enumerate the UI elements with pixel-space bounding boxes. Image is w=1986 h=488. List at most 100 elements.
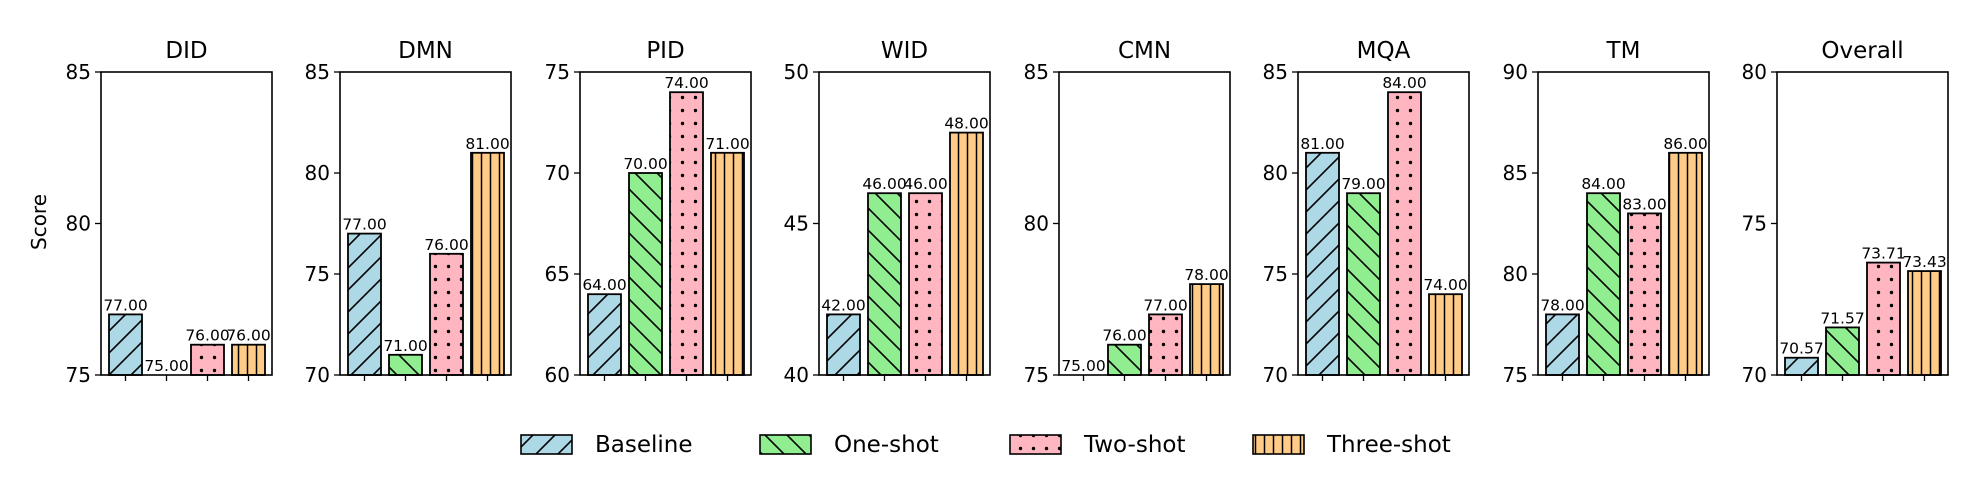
bar-three-shot bbox=[1189, 283, 1224, 376]
bar-value-label: 42.00 bbox=[821, 296, 865, 314]
bar-value-label: 70.57 bbox=[1779, 340, 1823, 358]
panel-dmn: DMN 70 75 80 85 77.00 71.00 76.00 81.00 bbox=[305, 38, 512, 387]
panel-title: DID bbox=[165, 38, 207, 64]
bar-value-label: 76.00 bbox=[424, 236, 468, 254]
bar-two-shot bbox=[1148, 313, 1183, 376]
bar-baseline bbox=[1784, 356, 1819, 376]
y-tick-label: 70 bbox=[1742, 363, 1767, 387]
y-tick-label: 80 bbox=[305, 161, 330, 185]
bar-two-shot bbox=[669, 91, 704, 376]
y-tick-label: 85 bbox=[305, 60, 330, 84]
bar-baseline bbox=[347, 232, 382, 376]
y-tick-label: 85 bbox=[1263, 60, 1288, 84]
bar-three-shot bbox=[1428, 293, 1463, 376]
y-tick-label: 70 bbox=[545, 161, 570, 185]
bar-value-label: 78.00 bbox=[1540, 296, 1584, 314]
legend-swatch bbox=[1252, 434, 1305, 455]
y-tick-label: 80 bbox=[1024, 212, 1049, 236]
panel-frame bbox=[818, 71, 991, 376]
bar-three-shot bbox=[710, 151, 745, 376]
y-tick-label: 60 bbox=[545, 363, 570, 387]
bar-three-shot bbox=[470, 151, 505, 376]
panel-frame bbox=[100, 71, 273, 376]
bar-value-label: 81.00 bbox=[1300, 135, 1344, 153]
panel-frame bbox=[339, 71, 512, 376]
bar-value-label: 75.00 bbox=[144, 357, 188, 375]
bar-one-shot bbox=[1825, 326, 1860, 376]
bar-baseline bbox=[587, 293, 622, 376]
y-tick-label: 75 bbox=[545, 60, 570, 84]
panel-frame bbox=[1058, 71, 1231, 376]
y-axis-label: Score bbox=[27, 194, 51, 250]
legend-swatch bbox=[520, 434, 573, 455]
y-tick-label: 75 bbox=[66, 363, 91, 387]
bar-value-label: 77.00 bbox=[342, 216, 386, 234]
panel-cmn: CMN 75 80 85 75.00 76.00 77.00 78.00 bbox=[1024, 38, 1231, 387]
bar-three-shot bbox=[1668, 151, 1703, 376]
panel-title: DMN bbox=[398, 38, 453, 64]
y-tick-label: 75 bbox=[305, 262, 330, 286]
y-tick-label: 85 bbox=[1024, 60, 1049, 84]
bar-one-shot bbox=[867, 192, 902, 376]
y-tick-label: 80 bbox=[1503, 262, 1528, 286]
legend-label: Baseline bbox=[595, 432, 693, 458]
bar-value-label: 71.57 bbox=[1820, 309, 1864, 327]
legend: Baseline One-shot Two-shot Three-shot bbox=[520, 432, 1451, 458]
bar-value-label: 84.00 bbox=[1382, 74, 1426, 92]
bar-one-shot bbox=[1107, 343, 1142, 376]
legend-item-three-shot: Three-shot bbox=[1252, 432, 1451, 458]
panel-mqa: MQA 70 75 80 85 81.00 79.00 84.00 74.00 bbox=[1263, 38, 1470, 387]
bar-value-label: 76.00 bbox=[185, 327, 229, 345]
legend-swatch bbox=[759, 434, 812, 455]
bar-value-label: 76.00 bbox=[1102, 327, 1146, 345]
bar-value-label: 77.00 bbox=[1143, 296, 1187, 314]
bar-value-label: 46.00 bbox=[903, 175, 947, 193]
panel-pid: PID 60 65 70 75 64.00 70.00 74.00 71.00 bbox=[545, 38, 752, 387]
bar-value-label: 48.00 bbox=[944, 115, 988, 133]
legend-label: Three-shot bbox=[1326, 432, 1451, 458]
bar-one-shot bbox=[1346, 192, 1381, 376]
bar-value-label: 75.00 bbox=[1061, 357, 1105, 375]
panel-title: CMN bbox=[1118, 38, 1171, 64]
bar-value-label: 86.00 bbox=[1663, 135, 1707, 153]
bar-value-label: 71.00 bbox=[383, 337, 427, 355]
bar-one-shot bbox=[1586, 192, 1621, 376]
bar-value-label: 64.00 bbox=[582, 276, 626, 294]
bar-value-label: 81.00 bbox=[465, 135, 509, 153]
bar-value-label: 84.00 bbox=[1581, 175, 1625, 193]
y-tick-label: 75 bbox=[1503, 363, 1528, 387]
panel-title: WID bbox=[881, 38, 928, 64]
y-tick-label: 65 bbox=[545, 262, 570, 286]
panel-title: TM bbox=[1606, 38, 1641, 64]
y-tick-label: 70 bbox=[1263, 363, 1288, 387]
bar-value-label: 78.00 bbox=[1184, 266, 1228, 284]
bar-value-label: 46.00 bbox=[862, 175, 906, 193]
legend-item-two-shot: Two-shot bbox=[1009, 432, 1186, 458]
y-tick-label: 75 bbox=[1263, 262, 1288, 286]
y-tick-label: 40 bbox=[784, 363, 809, 387]
bar-value-label: 70.00 bbox=[623, 155, 667, 173]
y-tick-label: 50 bbox=[784, 60, 809, 84]
legend-item-one-shot: One-shot bbox=[759, 432, 939, 458]
bar-three-shot bbox=[949, 131, 984, 376]
panel-frame bbox=[1537, 71, 1710, 376]
y-tick-label: 80 bbox=[1742, 60, 1767, 84]
y-tick-label: 90 bbox=[1503, 60, 1528, 84]
y-tick-label: 70 bbox=[305, 363, 330, 387]
bar-baseline bbox=[826, 313, 861, 376]
bar-two-shot bbox=[190, 343, 225, 376]
panel-frame bbox=[1776, 71, 1949, 376]
bar-one-shot bbox=[388, 353, 423, 376]
bar-three-shot bbox=[1907, 270, 1942, 376]
legend-label: Two-shot bbox=[1083, 432, 1186, 458]
bar-value-label: 77.00 bbox=[103, 296, 147, 314]
panel-tm: TM 75 80 85 90 78.00 84.00 83.00 86.00 bbox=[1503, 38, 1710, 387]
panel-title: PID bbox=[646, 38, 684, 64]
y-tick-label: 85 bbox=[66, 60, 91, 84]
bar-baseline bbox=[1305, 151, 1340, 376]
bar-one-shot bbox=[628, 172, 663, 376]
bar-two-shot bbox=[1627, 212, 1662, 376]
